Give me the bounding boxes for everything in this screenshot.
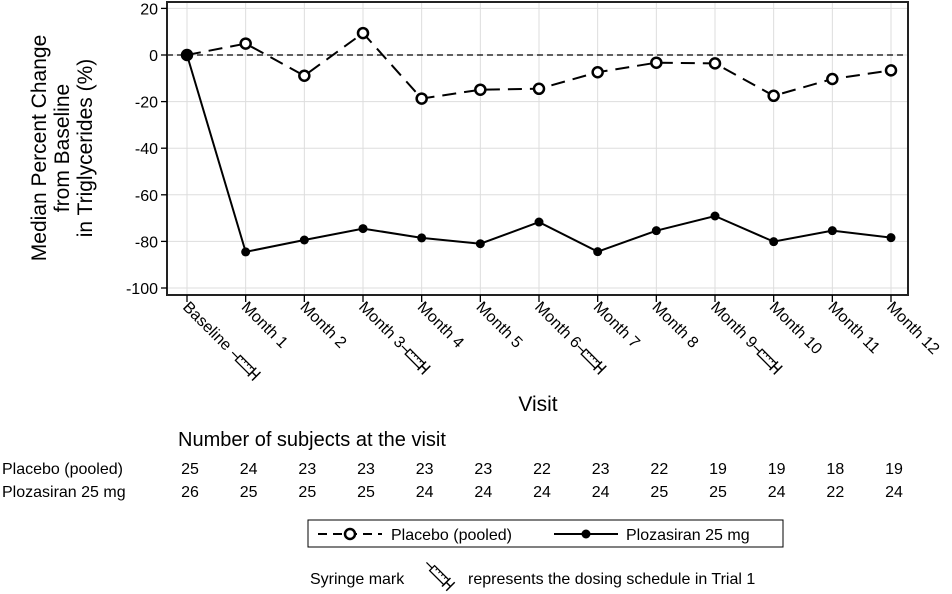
- gridlines: [167, 2, 908, 295]
- subjects-count: 22: [650, 461, 668, 478]
- subjects-count: 25: [298, 484, 316, 501]
- subjects-count: 23: [474, 461, 492, 478]
- x-tick-label: Month 12: [883, 299, 942, 358]
- x-tick-label: Month 10: [766, 299, 825, 358]
- y-axis-title-line-3: in Triglycerides (%): [74, 59, 97, 238]
- legend: Placebo (pooled) Plozasiran 25 mg: [307, 519, 784, 548]
- subjects-count: 24: [240, 461, 258, 478]
- data-point-placebo: [650, 56, 663, 69]
- subjects-count: 24: [592, 484, 610, 501]
- subjects-count: 25: [181, 461, 199, 478]
- subjects-count: 19: [768, 461, 786, 478]
- subjects-count: 24: [885, 484, 903, 501]
- data-point-plozasiran: [827, 226, 837, 236]
- data-point-placebo: [884, 64, 898, 77]
- subjects-count: 25: [240, 484, 258, 501]
- data-point-placebo: [239, 37, 252, 50]
- subjects-count: 19: [885, 461, 903, 478]
- subjects-count: 22: [533, 461, 551, 478]
- subjects-count: 24: [533, 484, 551, 501]
- footnote-text-after: represents the dosing schedule in Trial …: [468, 571, 755, 588]
- footnote-text-before: Syringe mark: [310, 571, 405, 588]
- x-tick-label: Month 6: [531, 299, 584, 352]
- x-tick-label: Month 7: [590, 299, 643, 352]
- legend-box: [307, 519, 784, 548]
- y-tick-label: -80: [135, 234, 158, 251]
- data-point-plozasiran: [299, 235, 309, 245]
- x-tick-label: Month 5: [473, 299, 526, 352]
- legend-plozasiran-marker: [581, 529, 591, 539]
- subjects-count: 23: [357, 461, 375, 478]
- x-tick-label: Month 2: [297, 299, 350, 352]
- subjects-row-label: Plozasiran 25 mg: [2, 484, 126, 501]
- subjects-row: Plozasiran 25 mg 26 25 25 25 24 24 24 24 25 25 24 22…: [2, 484, 903, 501]
- syringe-icon: [401, 345, 431, 375]
- y-axis-title-line-2: from Baseline: [51, 84, 74, 212]
- data-point-plozasiran: [651, 226, 661, 236]
- y-tick-label: -20: [135, 95, 158, 112]
- data-point-plozasiran: [886, 233, 896, 243]
- syringe-icon: [753, 345, 783, 375]
- data-point-placebo: [356, 26, 370, 40]
- data-point-placebo: [591, 65, 604, 79]
- y-axis-title: Median Percent Change from Baseline in T…: [28, 35, 97, 261]
- subjects-count: 25: [357, 484, 375, 501]
- subjects-count: 19: [709, 461, 727, 478]
- subjects-count: 25: [709, 484, 727, 501]
- subjects-count: 26: [181, 484, 199, 501]
- subjects-count: 24: [474, 484, 492, 501]
- y-tick-label: 0: [149, 48, 158, 65]
- data-point-placebo: [826, 72, 839, 86]
- subjects-count: 25: [650, 484, 668, 501]
- x-tick-label: Month 4: [414, 299, 467, 352]
- data-point-plozasiran: [182, 50, 192, 60]
- syringe-icon: [577, 345, 607, 375]
- syringe-icon: [231, 351, 262, 382]
- legend-placebo-label: Placebo (pooled): [391, 527, 512, 544]
- legend-plozasiran-label: Plozasiran 25 mg: [626, 527, 750, 544]
- y-tick-label: -100: [126, 281, 158, 298]
- y-tick-label: 20: [140, 1, 158, 18]
- syringe-icon: [426, 562, 456, 592]
- y-tick-label: -60: [135, 188, 158, 205]
- subjects-row: Placebo (pooled) 25 24 23 23 23 23 22 23 22 19 19 18…: [2, 461, 903, 478]
- x-tick-label: Month 8: [649, 299, 702, 352]
- data-point-plozasiran: [593, 247, 603, 257]
- syringe-icon: [426, 562, 456, 592]
- data-point-plozasiran: [534, 217, 544, 227]
- y-axis-title-line-1: Median Percent Change: [28, 35, 51, 261]
- data-point-placebo: [474, 83, 487, 96]
- y-tick-label: -40: [135, 141, 158, 158]
- series-plozasiran: [182, 50, 896, 257]
- data-point-placebo: [767, 89, 780, 103]
- subjects-count: 18: [826, 461, 844, 478]
- subjects-table-title: Number of subjects at the visit: [178, 429, 446, 451]
- data-point-plozasiran: [710, 211, 720, 221]
- data-point-placebo: [532, 82, 546, 96]
- data-point-plozasiran: [475, 239, 485, 249]
- subjects-count: 23: [298, 461, 316, 478]
- subjects-count: 24: [768, 484, 786, 501]
- subjects-count: 22: [826, 484, 844, 501]
- data-point-placebo: [298, 69, 311, 82]
- x-tick-label: Month 9: [707, 299, 760, 352]
- x-tick-label: Month 3: [355, 299, 408, 352]
- subjects-row-label: Placebo (pooled): [2, 461, 123, 478]
- subjects-count: 24: [416, 484, 434, 501]
- x-tick-label: Baseline: [179, 299, 234, 354]
- data-point-plozasiran: [769, 237, 779, 247]
- x-tick-label: Month 1: [238, 299, 291, 352]
- x-axis-title: Visit: [518, 393, 557, 416]
- subjects-count: 23: [416, 461, 434, 478]
- data-point-placebo: [708, 57, 722, 70]
- data-point-placebo: [415, 92, 428, 105]
- subjects-count: 23: [592, 461, 610, 478]
- data-point-plozasiran: [241, 247, 251, 257]
- data-point-plozasiran: [358, 224, 368, 234]
- legend-placebo-marker: [343, 527, 357, 541]
- x-tick-label: Month 11: [825, 299, 883, 357]
- data-point-plozasiran: [417, 233, 427, 243]
